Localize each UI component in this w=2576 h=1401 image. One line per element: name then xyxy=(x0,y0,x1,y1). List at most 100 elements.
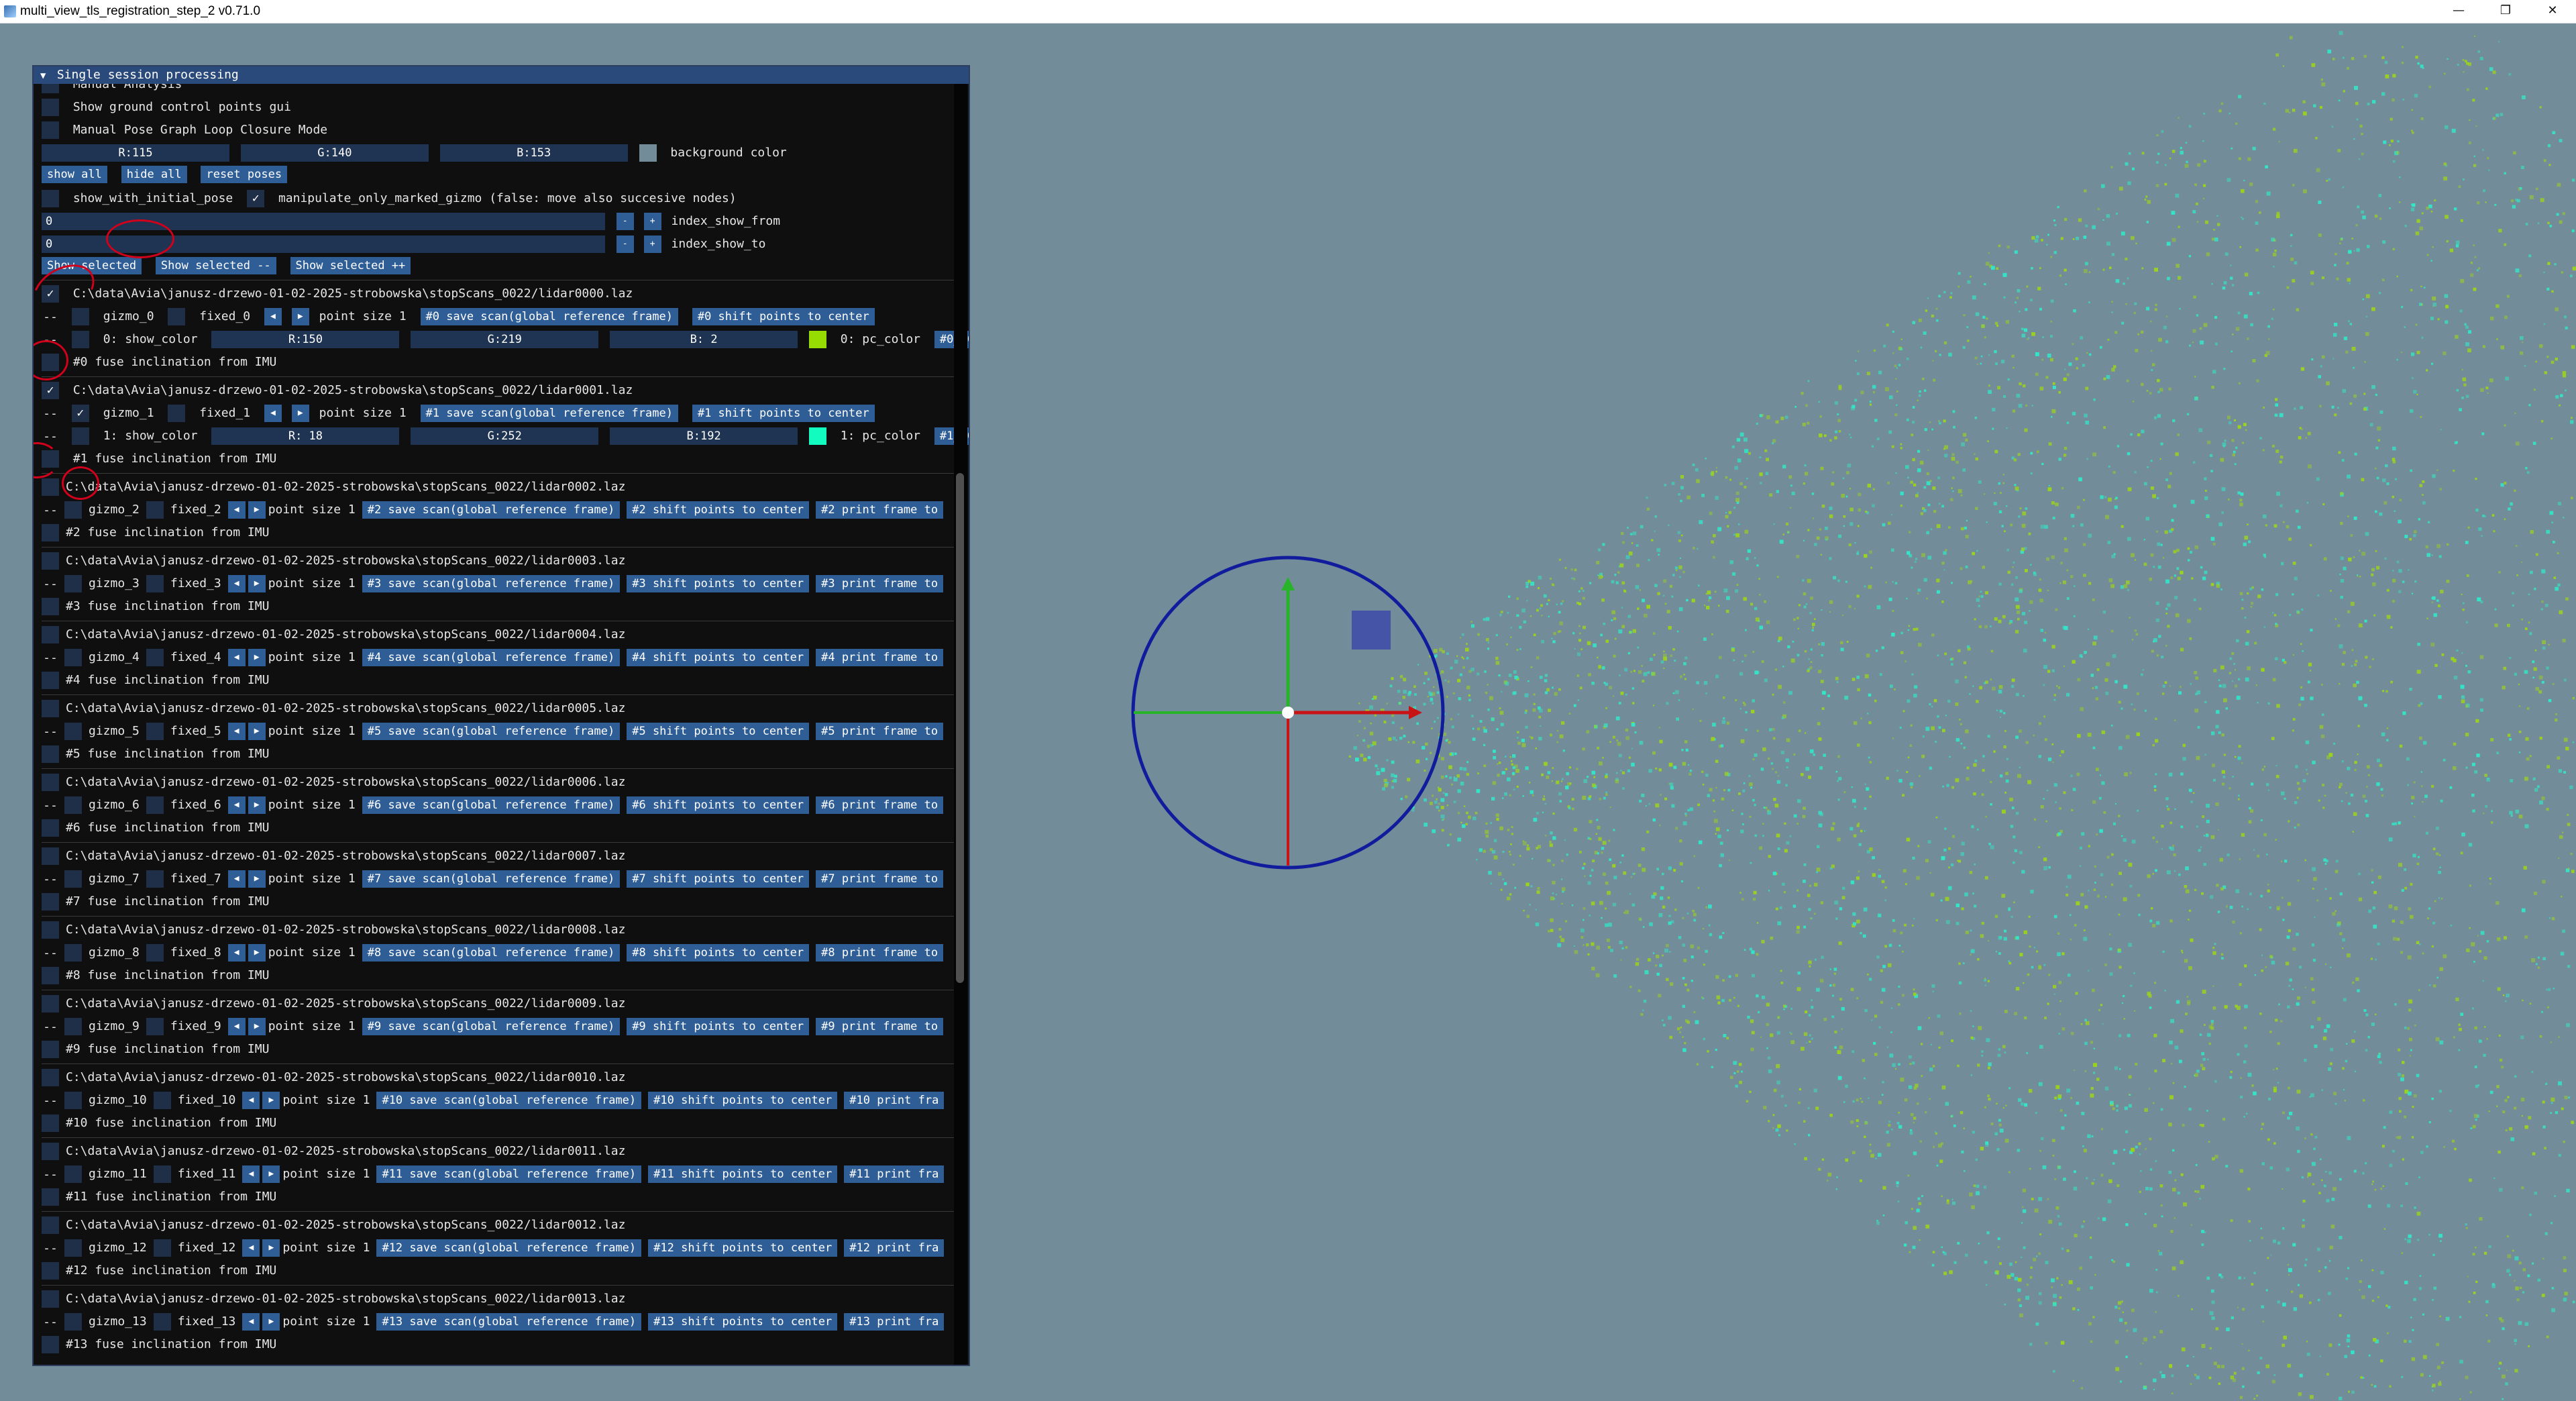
scan-10-fuse-checkbox[interactable] xyxy=(42,1114,59,1132)
scan-5-shift-points-button[interactable]: #5 shift points to center xyxy=(627,723,810,740)
scan-12-decrease-point-size-button[interactable]: ◀ xyxy=(242,1239,260,1257)
scan-5-fuse-checkbox[interactable] xyxy=(42,745,59,763)
scan-0-color-swatch[interactable] xyxy=(808,331,826,348)
scan-4-gizmo-checkbox[interactable] xyxy=(64,649,82,666)
collapse-arrow-icon[interactable]: ▼ xyxy=(40,70,46,81)
scan-5-save-scan-button[interactable]: #5 save scan(global reference frame) xyxy=(362,723,621,740)
scan-7-increase-point-size-button[interactable]: ▶ xyxy=(248,870,266,888)
scan-2-fixed-checkbox[interactable] xyxy=(146,501,164,519)
scan-6-gizmo-checkbox[interactable] xyxy=(64,796,82,814)
scan-12-fuse-checkbox[interactable] xyxy=(42,1262,59,1280)
scan-12-gizmo-checkbox[interactable] xyxy=(64,1239,82,1257)
scan-1-save-scan-button[interactable]: #1 save scan(global reference frame) xyxy=(420,405,678,422)
scan-7-decrease-point-size-button[interactable]: ◀ xyxy=(227,870,246,888)
scan-5-increase-point-size-button[interactable]: ▶ xyxy=(248,723,266,740)
scan-3-shift-points-button[interactable]: #3 shift points to center xyxy=(627,575,810,592)
panel-scrollbar[interactable] xyxy=(954,84,967,1365)
bg-r-slider[interactable]: R:115 xyxy=(42,144,229,162)
minimize-button[interactable]: — xyxy=(2453,3,2465,17)
scan-6-print-frame-button[interactable]: #6 print frame to xyxy=(816,796,944,814)
scan-13-visible-checkbox[interactable] xyxy=(42,1290,59,1308)
scan-12-save-scan-button[interactable]: #12 save scan(global reference frame) xyxy=(376,1239,642,1257)
gizmo-plane-handle[interactable] xyxy=(1352,611,1391,650)
scan-11-print-frame-button[interactable]: #11 print fra xyxy=(844,1165,945,1183)
index-to-plus-button[interactable]: + xyxy=(643,236,661,253)
scan-2-decrease-point-size-button[interactable]: ◀ xyxy=(227,501,246,519)
scan-0-show-color-checkbox[interactable] xyxy=(71,331,89,348)
scan-6-save-scan-button[interactable]: #6 save scan(global reference frame) xyxy=(362,796,621,814)
scan-0-fixed-checkbox[interactable] xyxy=(168,308,186,325)
scan-4-visible-checkbox[interactable] xyxy=(42,626,59,643)
scan-5-print-frame-button[interactable]: #5 print frame to xyxy=(816,723,944,740)
scan-13-gizmo-checkbox[interactable] xyxy=(64,1313,82,1331)
scan-0-save-scan-button[interactable]: #0 save scan(global reference frame) xyxy=(420,308,678,325)
scan-3-fixed-checkbox[interactable] xyxy=(146,575,164,592)
scan-4-fixed-checkbox[interactable] xyxy=(146,649,164,666)
index-from-plus-button[interactable]: + xyxy=(643,213,661,230)
scan-8-fuse-checkbox[interactable] xyxy=(42,967,59,984)
scan-10-print-frame-button[interactable]: #10 print fra xyxy=(844,1092,945,1109)
gizmo-rotation-circle[interactable] xyxy=(1131,556,1445,870)
scan-6-visible-checkbox[interactable] xyxy=(42,774,59,791)
hide-all-button[interactable]: hide all xyxy=(121,166,187,183)
scan-7-print-frame-button[interactable]: #7 print frame to xyxy=(816,870,944,888)
scan-7-gizmo-checkbox[interactable] xyxy=(64,870,82,888)
scan-0-increase-point-size-button[interactable]: ▶ xyxy=(291,308,309,325)
index-from-minus-button[interactable]: - xyxy=(616,213,634,230)
scan-2-increase-point-size-button[interactable]: ▶ xyxy=(248,501,266,519)
scan-0-g-slider[interactable]: G:219 xyxy=(411,331,599,348)
scan-3-save-scan-button[interactable]: #3 save scan(global reference frame) xyxy=(362,575,621,592)
scan-4-print-frame-button[interactable]: #4 print frame to xyxy=(816,649,944,666)
scan-12-print-frame-button[interactable]: #12 print fra xyxy=(844,1239,945,1257)
manual-analysis-checkbox[interactable] xyxy=(42,84,59,93)
scan-8-decrease-point-size-button[interactable]: ◀ xyxy=(227,944,246,962)
scan-7-visible-checkbox[interactable] xyxy=(42,847,59,865)
reset-poses-button[interactable]: reset poses xyxy=(201,166,288,183)
scan-5-fixed-checkbox[interactable] xyxy=(146,723,164,740)
scan-1-g-slider[interactable]: G:252 xyxy=(411,427,599,445)
scan-9-print-frame-button[interactable]: #9 print frame to xyxy=(816,1018,944,1035)
scan-3-fuse-checkbox[interactable] xyxy=(42,598,59,615)
scan-0-decrease-point-size-button[interactable]: ◀ xyxy=(264,308,282,325)
scan-13-increase-point-size-button[interactable]: ▶ xyxy=(262,1313,280,1331)
scan-8-visible-checkbox[interactable] xyxy=(42,921,59,939)
scan-1-decrease-point-size-button[interactable]: ◀ xyxy=(264,405,282,422)
show-with-initial-pose-checkbox[interactable] xyxy=(42,190,59,207)
show-all-button[interactable]: show all xyxy=(42,166,107,183)
scan-0-b-slider[interactable]: B: 2 xyxy=(610,331,798,348)
scan-13-fixed-checkbox[interactable] xyxy=(153,1313,171,1331)
scan-11-decrease-point-size-button[interactable]: ◀ xyxy=(242,1165,260,1183)
scan-6-fixed-checkbox[interactable] xyxy=(146,796,164,814)
scan-4-decrease-point-size-button[interactable]: ◀ xyxy=(227,649,246,666)
scan-4-fuse-checkbox[interactable] xyxy=(42,672,59,689)
scan-8-gizmo-checkbox[interactable] xyxy=(64,944,82,962)
scan-0-visible-checkbox[interactable]: ✓ xyxy=(42,285,59,303)
scan-8-increase-point-size-button[interactable]: ▶ xyxy=(248,944,266,962)
scan-11-gizmo-checkbox[interactable] xyxy=(64,1165,82,1183)
panel-scrollbar-thumb[interactable] xyxy=(956,473,964,983)
scan-13-save-scan-button[interactable]: #13 save scan(global reference frame) xyxy=(376,1313,642,1331)
scan-12-shift-points-button[interactable]: #12 shift points to center xyxy=(648,1239,838,1257)
scan-11-save-scan-button[interactable]: #11 save scan(global reference frame) xyxy=(376,1165,642,1183)
scan-4-save-scan-button[interactable]: #4 save scan(global reference frame) xyxy=(362,649,621,666)
scan-1-increase-point-size-button[interactable]: ▶ xyxy=(291,405,309,422)
scan-12-visible-checkbox[interactable] xyxy=(42,1216,59,1234)
scan-13-print-frame-button[interactable]: #13 print fra xyxy=(844,1313,945,1331)
scan-9-shift-points-button[interactable]: #9 shift points to center xyxy=(627,1018,810,1035)
scan-9-save-scan-button[interactable]: #9 save scan(global reference frame) xyxy=(362,1018,621,1035)
scan-9-fixed-checkbox[interactable] xyxy=(146,1018,164,1035)
scan-0-shift-points-button[interactable]: #0 shift points to center xyxy=(692,308,875,325)
scan-0-gizmo-checkbox[interactable] xyxy=(71,308,89,325)
scan-8-shift-points-button[interactable]: #8 shift points to center xyxy=(627,944,810,962)
scan-2-fuse-checkbox[interactable] xyxy=(42,524,59,541)
panel-header[interactable]: ▼ Single session processing xyxy=(34,66,969,84)
gizmo-y-arrow-icon[interactable] xyxy=(1281,577,1295,590)
scan-4-increase-point-size-button[interactable]: ▶ xyxy=(248,649,266,666)
scan-5-visible-checkbox[interactable] xyxy=(42,700,59,717)
scan-7-shift-points-button[interactable]: #7 shift points to center xyxy=(627,870,810,888)
bg-b-slider[interactable]: B:153 xyxy=(439,144,628,162)
scan-9-fuse-checkbox[interactable] xyxy=(42,1041,59,1058)
manipulate-only-marked-checkbox[interactable]: ✓ xyxy=(247,190,265,207)
single-session-panel[interactable]: ▼ Single session processing Manual Analy… xyxy=(32,65,970,1366)
scan-1-fixed-checkbox[interactable] xyxy=(168,405,186,422)
